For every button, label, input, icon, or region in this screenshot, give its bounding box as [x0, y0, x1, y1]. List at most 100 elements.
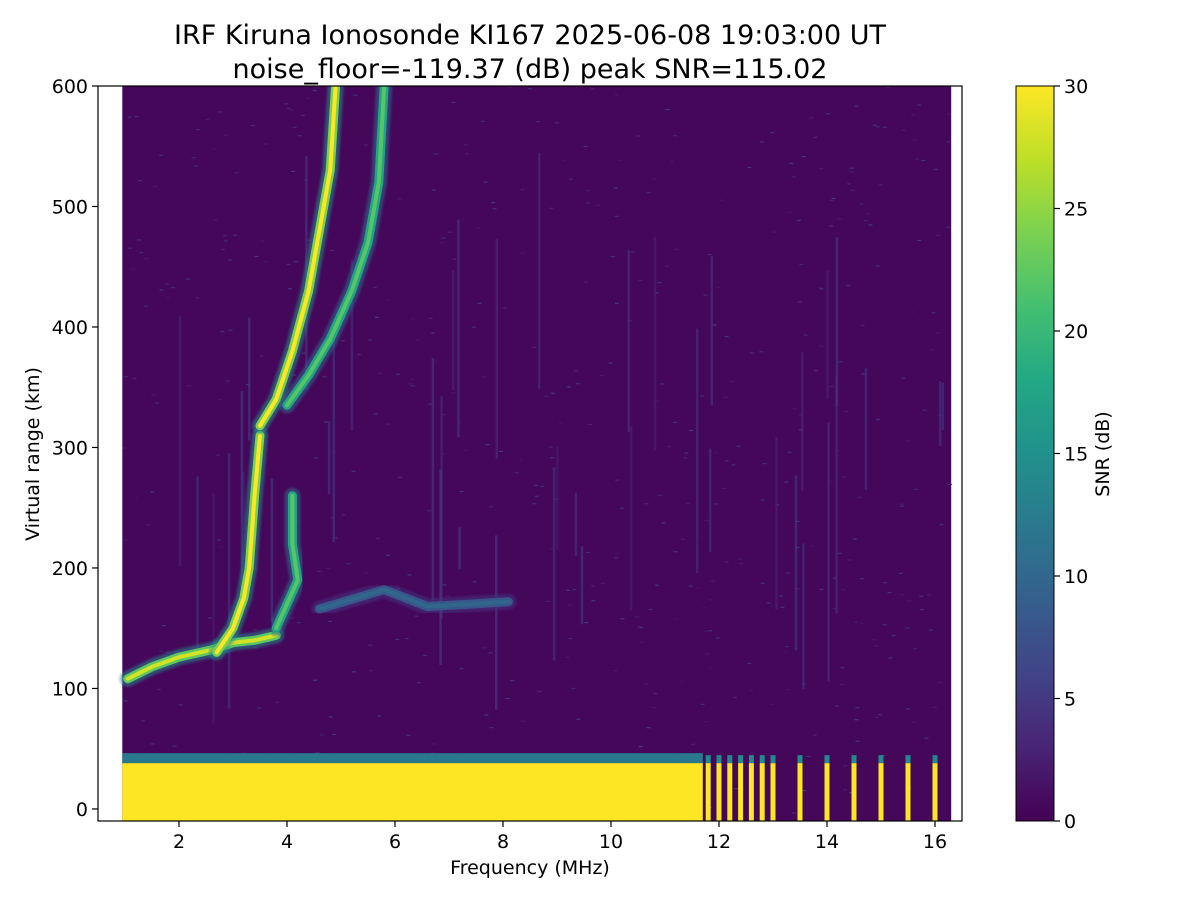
noise-speck — [762, 463, 767, 465]
noise-speck — [759, 141, 764, 143]
noise-speck — [809, 117, 814, 119]
noise-speck — [783, 651, 788, 653]
colorbar: 0 5 10 15 20 25 30 SNR (dB) — [1015, 76, 1114, 833]
noise-speck — [489, 727, 494, 729]
interference-streak — [629, 426, 633, 611]
noise-speck — [286, 107, 291, 110]
x-tick-label: 8 — [497, 831, 509, 853]
noise-speck — [351, 470, 356, 472]
noise-speck — [813, 136, 818, 138]
noise-speck — [588, 423, 593, 426]
x-tick-label: 6 — [389, 831, 401, 853]
noise-speck — [771, 231, 776, 233]
noise-speck — [734, 788, 739, 790]
noise-speck — [520, 720, 525, 722]
interference-streak — [864, 368, 868, 490]
noise-speck — [640, 641, 644, 643]
clutter-bar — [824, 763, 830, 821]
noise-speck — [368, 670, 373, 672]
noise-speck — [875, 126, 880, 128]
x-tick-label: 16 — [923, 831, 947, 853]
noise-speck — [170, 287, 175, 289]
interference-streak — [653, 236, 657, 451]
noise-speck — [410, 385, 415, 387]
noise-speck — [936, 234, 941, 236]
interference-streak — [695, 328, 699, 573]
noise-speck — [613, 187, 618, 189]
noise-speck — [667, 445, 671, 448]
noise-speck — [688, 585, 693, 587]
noise-speck — [852, 538, 857, 540]
trace-core — [285, 86, 387, 408]
noise-speck — [423, 654, 427, 657]
noise-speck — [575, 383, 580, 385]
noise-speck — [796, 219, 801, 221]
noise-speck — [159, 289, 164, 291]
noise-speck — [223, 240, 228, 242]
noise-speck — [707, 254, 712, 256]
noise-speck — [518, 459, 523, 461]
noise-speck — [715, 637, 720, 639]
clutter-bar — [797, 763, 803, 821]
noise-speck — [492, 208, 497, 210]
clutter-bar — [878, 763, 884, 821]
noise-speck — [855, 707, 860, 709]
noise-speck — [378, 372, 382, 375]
noise-speck — [749, 689, 754, 691]
noise-speck — [664, 265, 669, 267]
noise-speck — [128, 247, 133, 249]
noise-speck — [636, 135, 640, 137]
noise-speck — [576, 718, 581, 720]
noise-speck — [683, 457, 688, 459]
noise-speck — [747, 662, 752, 664]
noise-speck — [937, 681, 942, 684]
noise-speck — [153, 185, 157, 188]
interference-streak — [212, 493, 215, 724]
interference-streak — [457, 219, 460, 438]
noise-speck — [839, 683, 844, 686]
noise-speck — [260, 240, 265, 242]
noise-speck — [414, 615, 419, 617]
noise-speck — [554, 122, 559, 124]
noise-speck — [843, 789, 848, 791]
noise-speck — [704, 519, 709, 521]
noise-speck — [919, 609, 924, 611]
noise-speck — [946, 113, 951, 115]
noise-speck — [430, 332, 435, 334]
noise-speck — [134, 497, 139, 499]
noise-speck — [928, 629, 933, 631]
noise-speck — [673, 135, 678, 137]
noise-speck — [219, 546, 224, 548]
noise-speck — [548, 446, 553, 448]
noise-speck — [859, 578, 864, 580]
noise-speck — [491, 202, 496, 204]
noise-speck — [287, 288, 292, 290]
noise-speck — [433, 153, 438, 155]
noise-speck — [319, 734, 324, 736]
noise-speck — [674, 618, 679, 620]
noise-speck — [849, 167, 854, 169]
interference-streak — [270, 478, 274, 622]
noise-speck — [377, 715, 382, 717]
x-tick-label: 14 — [815, 831, 839, 853]
noise-speck — [156, 688, 161, 690]
noise-speck — [861, 373, 866, 375]
interference-streak — [835, 237, 839, 407]
x-axis-label: Frequency (MHz) — [450, 857, 610, 879]
noise-speck — [234, 172, 239, 174]
noise-speck — [806, 755, 811, 757]
noise-speck — [549, 548, 554, 550]
noise-speck — [520, 189, 525, 191]
noise-speck — [703, 721, 708, 723]
noise-speck — [885, 87, 890, 89]
noise-speck — [874, 716, 879, 718]
noise-speck — [537, 690, 542, 693]
noise-speck — [532, 346, 537, 349]
noise-speck — [463, 144, 468, 146]
noise-speck — [498, 450, 503, 452]
noise-speck — [441, 414, 446, 416]
noise-speck — [385, 554, 390, 556]
noise-speck — [159, 650, 164, 652]
noise-speck — [263, 143, 268, 145]
noise-speck — [196, 129, 201, 131]
